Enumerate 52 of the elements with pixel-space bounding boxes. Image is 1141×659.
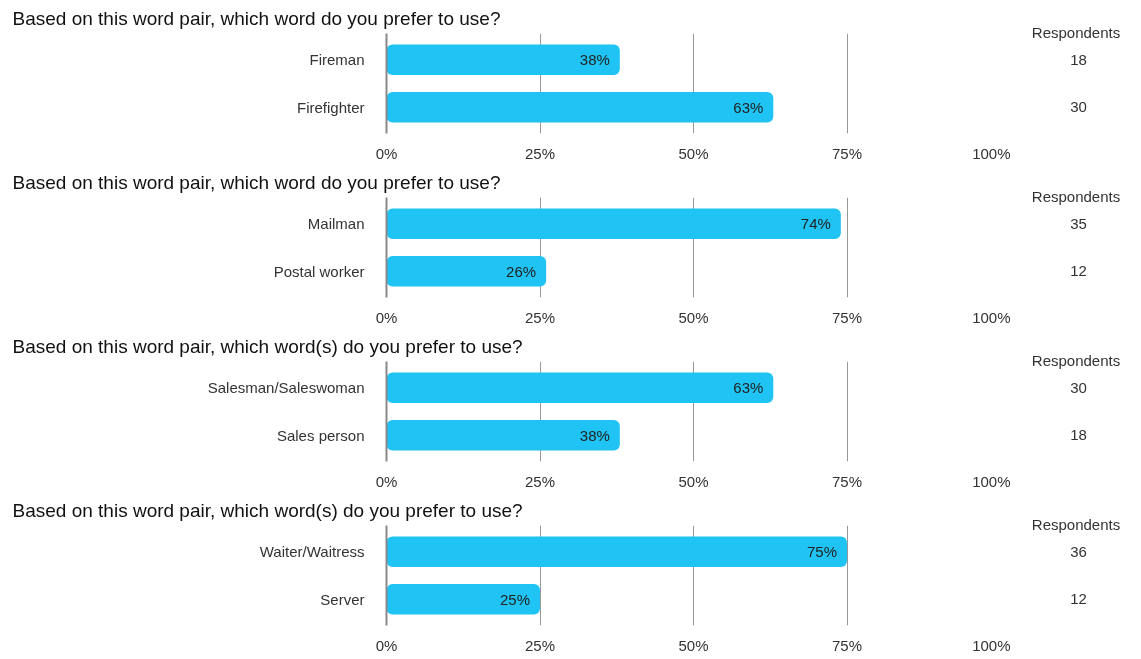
text: 36 <box>1070 542 1087 560</box>
x-tick-label: 25% <box>524 472 556 490</box>
x-tick-label: 75% <box>831 636 863 654</box>
x-tick-label: 50% <box>678 308 709 326</box>
text: Respondents <box>1031 23 1121 41</box>
y-tick-label: Waiter/Waitress <box>259 543 365 561</box>
x-tick-label: 100% <box>972 144 1011 162</box>
y-tick-label: Salesman/Saleswoman <box>207 379 365 397</box>
x-tick-label: 25% <box>524 308 556 326</box>
text: 12 <box>1070 262 1087 280</box>
x-tick-label: 100% <box>972 636 1011 654</box>
text: Respondents <box>1031 187 1121 205</box>
y-tick-label: Mailman <box>307 215 365 233</box>
x-tick-label: 75% <box>831 308 863 326</box>
data-label: 63% <box>733 379 764 397</box>
x-tick-label: 0% <box>375 308 398 326</box>
text: Respondents <box>1031 515 1121 533</box>
chart-title: Based on this word pair, which word(s) do you prefer to use? <box>12 499 523 521</box>
x-tick-label: 100% <box>972 308 1011 326</box>
data-label: 75% <box>806 543 838 561</box>
text: 30 <box>1070 98 1087 116</box>
chart-title: Based on this word pair, which word do you prefer to use? <box>12 171 501 193</box>
y-tick-label: Sales person <box>276 426 365 444</box>
y-tick-label: Fireman <box>309 51 365 69</box>
x-tick-label: 0% <box>375 144 398 162</box>
text: 35 <box>1070 214 1087 232</box>
x-tick-label: 0% <box>375 472 398 490</box>
x-tick-label: 25% <box>524 636 556 654</box>
y-tick-label: Firefighter <box>296 98 365 116</box>
x-tick-label: 75% <box>831 472 863 490</box>
data-label: 63% <box>733 98 764 116</box>
data-label: 25% <box>499 590 531 608</box>
x-tick-label: 50% <box>678 636 709 654</box>
chart-title: Based on this word pair, which word(s) do you prefer to use? <box>12 335 523 357</box>
y-tick-label: Postal worker <box>273 262 365 280</box>
text: 18 <box>1070 50 1087 68</box>
data-label: 74% <box>800 215 831 233</box>
y-tick-label: Server <box>320 590 365 608</box>
data-label: 38% <box>579 426 610 444</box>
x-tick-label: 50% <box>678 144 709 162</box>
x-tick-label: 50% <box>678 472 709 490</box>
text: Respondents <box>1031 351 1121 369</box>
text: 18 <box>1070 426 1087 444</box>
data-label: 26% <box>506 262 537 280</box>
text: 12 <box>1070 590 1087 608</box>
chart-title: Based on this word pair, which word do you prefer to use? <box>12 7 501 29</box>
x-tick-label: 75% <box>831 144 863 162</box>
data-label: 38% <box>579 51 610 69</box>
x-tick-label: 100% <box>972 472 1011 490</box>
x-tick-label: 25% <box>524 144 556 162</box>
x-tick-label: 0% <box>375 636 398 654</box>
text: 30 <box>1070 378 1087 396</box>
